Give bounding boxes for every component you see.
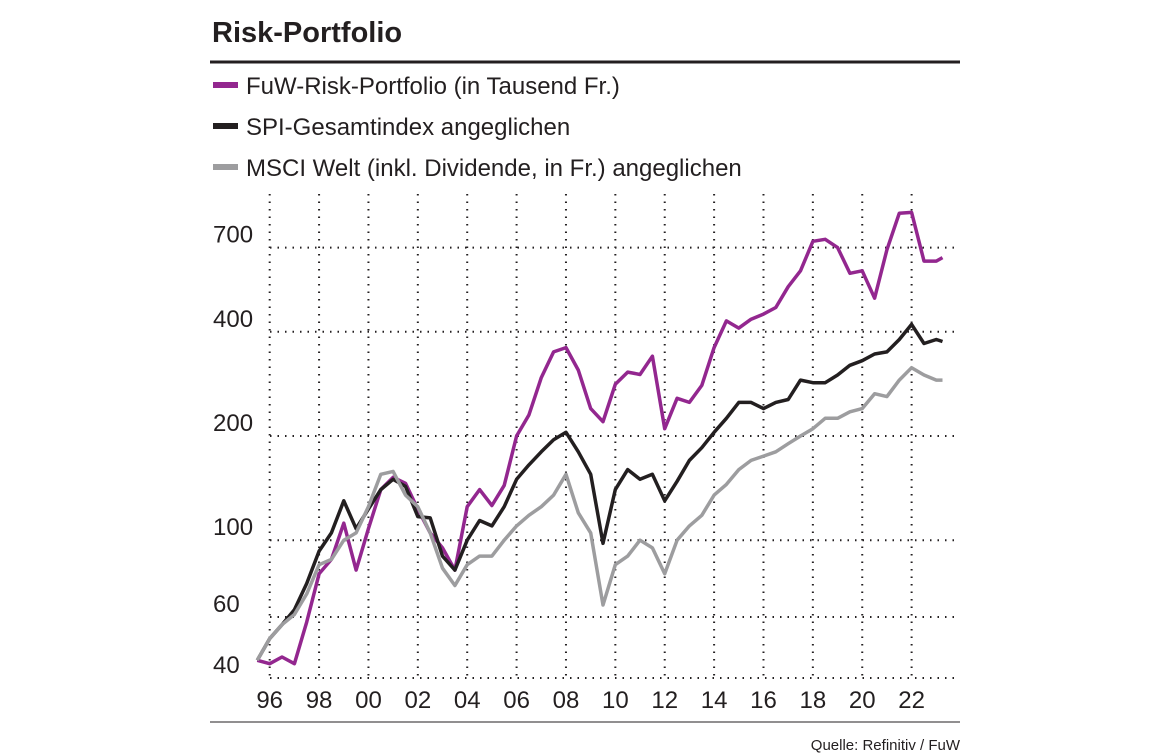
x-tick-label: 96 — [256, 687, 283, 714]
y-tick-label: 40 — [213, 652, 240, 679]
x-tick-label: 14 — [701, 687, 728, 714]
legend-label: MSCI Welt (inkl. Dividende, in Fr.) ange… — [246, 155, 742, 182]
source-note: Quelle: Refinitiv / FuW — [811, 737, 961, 754]
x-tick-label: 20 — [849, 687, 876, 714]
series-line — [255, 322, 944, 662]
y-tick-label: 100 — [213, 514, 253, 541]
x-tick-label: 98 — [306, 687, 333, 714]
x-tick-label: 02 — [404, 687, 431, 714]
series-line — [256, 210, 944, 666]
x-tick-label: 12 — [651, 687, 678, 714]
legend-label: SPI-Gesamtindex angeglichen — [246, 114, 570, 141]
y-tick-label: 400 — [213, 306, 253, 333]
x-tick-label: 06 — [503, 687, 530, 714]
y-tick-label: 700 — [213, 222, 253, 249]
legend-label: FuW-Risk-Portfolio (in Tausend Fr.) — [246, 73, 620, 100]
x-tick-label: 10 — [602, 687, 629, 714]
x-tick-label: 08 — [553, 687, 580, 714]
x-tick-label: 16 — [750, 687, 777, 714]
y-tick-label: 200 — [213, 410, 253, 437]
chart-title: Risk-Portfolio — [212, 17, 402, 49]
x-tick-label: 22 — [898, 687, 925, 714]
y-tick-label: 60 — [213, 591, 240, 618]
x-tick-label: 18 — [800, 687, 827, 714]
series-line — [255, 365, 943, 662]
x-tick-label: 04 — [454, 687, 481, 714]
x-tick-label: 00 — [355, 687, 382, 714]
